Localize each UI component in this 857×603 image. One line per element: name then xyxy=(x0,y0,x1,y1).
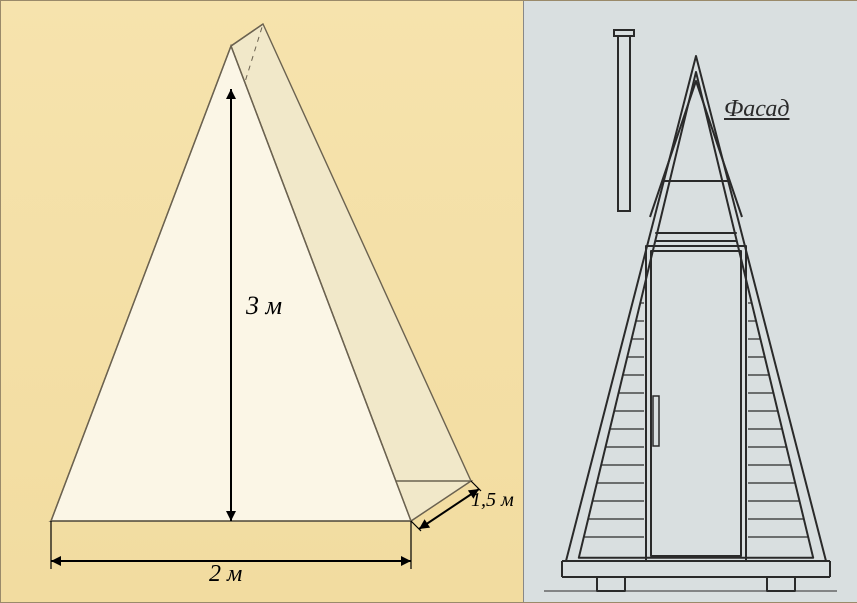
depth-dimension-label: 1,5 м xyxy=(471,489,514,512)
facade-svg xyxy=(524,1,857,603)
width-dimension-label: 2 м xyxy=(209,561,242,588)
facade-title: Фасад xyxy=(724,96,789,123)
height-dimension-label: 3 м xyxy=(246,291,282,321)
facade-drawing-panel: Фасад xyxy=(523,1,857,602)
dimension-drawing-panel: 3 м 2 м 1,5 м xyxy=(1,1,523,602)
